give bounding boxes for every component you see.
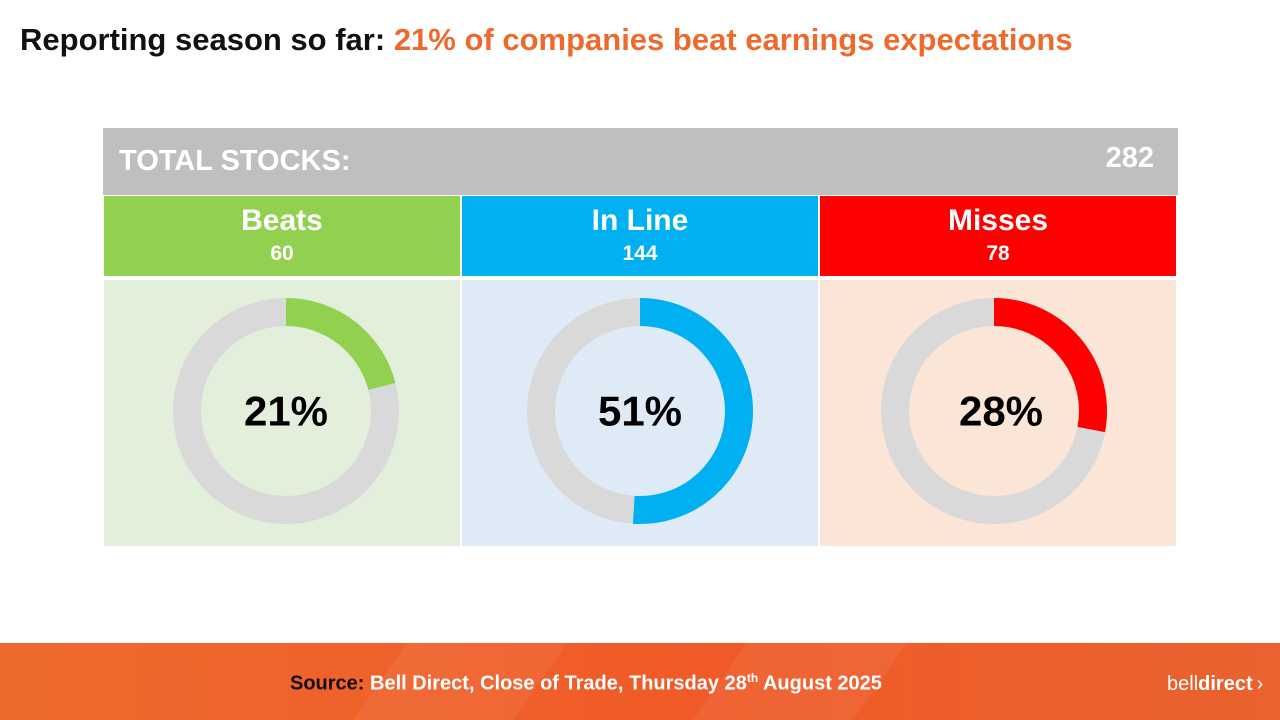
misses-panel: 28% <box>820 280 1176 546</box>
source-label: Source: <box>290 672 365 695</box>
title-highlight: 21% of companies beat earnings expectati… <box>393 22 1073 57</box>
in-line-header: In Line 144 <box>462 196 818 276</box>
in-line-count: 144 <box>622 242 658 265</box>
logo-bell: bell <box>1167 673 1199 695</box>
in-line-donut: 51% <box>527 298 753 524</box>
misses-name: Misses <box>947 204 1049 237</box>
source-end: August 2025 <box>758 672 882 695</box>
total-stocks-value: 282 <box>1105 142 1154 174</box>
in-line-name: In Line <box>591 204 689 237</box>
logo-direct: direct <box>1198 673 1253 695</box>
misses-count: 78 <box>986 242 1010 265</box>
page-title: Reporting season so far: 21% of companie… <box>20 22 1073 58</box>
source-sup: th <box>746 671 759 685</box>
beats-donut: 21% <box>173 298 399 524</box>
total-stocks-bar: TOTAL STOCKS: 282 <box>103 128 1178 195</box>
in-line-donut-arc <box>632 298 753 524</box>
misses-percent-label: 28% <box>959 388 1043 435</box>
beats-percent-label: 21% <box>244 388 328 435</box>
in-line-panel: 51% <box>462 280 818 546</box>
title-prefix: Reporting season so far: <box>20 22 386 57</box>
bell-direct-logo: belldirect › <box>1167 673 1263 696</box>
beats-donut-arc <box>285 298 396 391</box>
chevron-right-icon: › <box>1256 673 1264 695</box>
misses-header: Misses 78 <box>820 196 1176 276</box>
source-text: Bell Direct, Close of Trade, Thursday 28 <box>370 672 747 695</box>
beats-panel: 21% <box>104 280 460 546</box>
in-line-percent-label: 51% <box>598 388 682 435</box>
source-note: Source: Bell Direct, Close of Trade, Thu… <box>290 671 882 696</box>
footer-bar: Source: Bell Direct, Close of Trade, Thu… <box>0 643 1280 720</box>
misses-donut: 28% <box>881 298 1107 524</box>
beats-header: Beats 60 <box>104 196 460 276</box>
misses-donut-arc <box>993 298 1107 433</box>
beats-count: 60 <box>270 242 294 265</box>
beats-name: Beats <box>241 204 323 237</box>
total-stocks-label: TOTAL STOCKS: <box>119 145 351 177</box>
